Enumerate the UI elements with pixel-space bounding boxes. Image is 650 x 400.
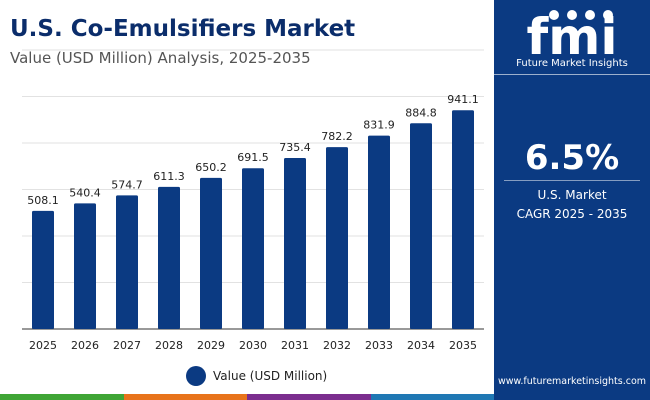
chart-title: U.S. Co-Emulsifiers Market (10, 16, 356, 42)
legend-label: Value (USD Million) (213, 369, 328, 383)
x-tick-2027: 2027 (113, 339, 141, 352)
bar-2034 (410, 123, 432, 329)
x-tick-2035: 2035 (449, 339, 477, 352)
data-label-2032: 782.2 (321, 130, 353, 143)
x-tick-2034: 2034 (407, 339, 435, 352)
bar-2025 (32, 210, 54, 329)
bar-2032 (326, 147, 348, 329)
website-link[interactable]: www.futuremarketinsights.com (497, 376, 647, 387)
legend: Value (USD Million) (186, 366, 327, 386)
bar-2030 (242, 168, 264, 329)
accent-blue (370, 394, 494, 400)
logo-subtitle: Future Market Insights (516, 58, 628, 69)
x-tick-2033: 2033 (365, 339, 393, 352)
data-labels: 508.1 540.4 574.7 611.3 650.2 691.5 735.4 782.2… (27, 93, 479, 207)
chart-panel: U.S. Co-Emulsifiers Market Value (USD Mi… (0, 16, 494, 400)
data-label-2028: 611.3 (153, 170, 185, 183)
bar-2028 (158, 186, 180, 329)
brand-sidebar: fmi Future Market Insights 6.5% U.S. Mar… (494, 0, 650, 400)
x-tick-2029: 2029 (197, 339, 225, 352)
accent-orange (123, 394, 247, 400)
data-label-2033: 831.9 (363, 119, 395, 132)
data-label-2031: 735.4 (279, 141, 311, 154)
x-tick-2032: 2032 (323, 339, 351, 352)
accent-strip (0, 394, 494, 400)
bars (32, 110, 474, 330)
cagr-value: 6.5% (524, 138, 620, 178)
logo-dot-icon (603, 10, 613, 20)
data-label-2030: 691.5 (237, 151, 269, 164)
logo-dot-icon (585, 10, 595, 20)
bar-2029 (200, 177, 222, 329)
cagr-divider (504, 180, 640, 181)
accent-green (0, 394, 124, 400)
data-label-2035: 941.1 (447, 93, 479, 106)
data-label-2025: 508.1 (27, 194, 59, 207)
x-tick-labels: 2025 2026 2027 2028 2029 2030 2031 2032 2033 2034… (29, 339, 477, 352)
x-tick-2026: 2026 (71, 339, 99, 352)
bar-2027 (116, 195, 138, 329)
bar-2031 (284, 158, 306, 329)
legend-swatch (186, 366, 206, 386)
x-tick-2030: 2030 (239, 339, 267, 352)
cagr-period-label: CAGR 2025 - 2035 (516, 207, 628, 221)
fmi-logo: fmi (527, 8, 618, 66)
data-label-2029: 650.2 (195, 161, 227, 174)
x-tick-2028: 2028 (155, 339, 183, 352)
logo-dot-icon (549, 10, 559, 20)
cagr-market-label: U.S. Market (537, 188, 607, 202)
data-label-2027: 574.7 (111, 178, 143, 191)
bar-chart: 508.1 540.4 574.7 611.3 650.2 691.5 735.4 782.2… (22, 49, 484, 352)
x-tick-2031: 2031 (281, 339, 309, 352)
bar-2026 (74, 203, 96, 329)
bar-2033 (368, 135, 390, 329)
data-label-2026: 540.4 (69, 186, 101, 199)
logo-divider (494, 74, 650, 75)
bar-2035 (452, 110, 474, 330)
chart-subtitle: Value (USD Million) Analysis, 2025-2035 (10, 49, 311, 67)
x-tick-2025: 2025 (29, 339, 57, 352)
data-label-2034: 884.8 (405, 106, 437, 119)
accent-purple (247, 394, 371, 400)
logo-dot-icon (567, 10, 577, 20)
